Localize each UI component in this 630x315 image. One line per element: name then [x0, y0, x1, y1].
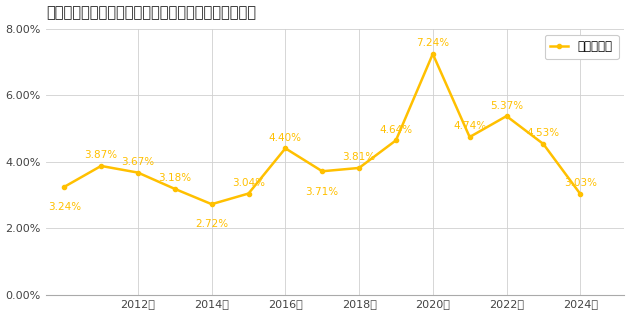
Text: 3.04%: 3.04% — [232, 178, 265, 188]
Legend: 配当利回り: 配当利回り — [544, 35, 619, 59]
配当利回り — [318, 169, 326, 173]
配当利回り — [355, 166, 363, 170]
Text: 3.18%: 3.18% — [158, 173, 192, 183]
配当利回り — [60, 185, 68, 189]
Text: 4.53%: 4.53% — [527, 129, 560, 139]
配当利回り — [466, 135, 473, 139]
Text: 7.24%: 7.24% — [416, 38, 449, 49]
Text: 3.67%: 3.67% — [122, 157, 154, 167]
配当利回り — [244, 192, 252, 195]
配当利回り — [392, 139, 399, 142]
Text: 5.37%: 5.37% — [490, 100, 523, 111]
配当利回り — [576, 192, 584, 196]
Text: 4.40%: 4.40% — [269, 133, 302, 143]
Text: 2.72%: 2.72% — [195, 220, 228, 229]
Text: 3.24%: 3.24% — [48, 202, 81, 212]
配当利回り — [282, 146, 289, 150]
Text: 3.71%: 3.71% — [306, 186, 339, 197]
Text: 3.87%: 3.87% — [84, 150, 118, 160]
配当利回り — [429, 52, 437, 56]
Text: 3.81%: 3.81% — [343, 152, 375, 163]
Text: 4.74%: 4.74% — [453, 122, 486, 131]
配当利回り — [539, 142, 547, 146]
配当利回り — [97, 164, 105, 168]
Text: 三井住友フィナンシャルグループの配当利回りの推移: 三井住友フィナンシャルグループの配当利回りの推移 — [46, 6, 256, 20]
配当利回り — [134, 171, 142, 175]
配当利回り — [503, 114, 510, 118]
Text: 3.03%: 3.03% — [564, 178, 597, 188]
配当利回り — [208, 202, 215, 206]
Line: 配当利回り: 配当利回り — [62, 52, 582, 206]
Text: 4.64%: 4.64% — [379, 125, 413, 135]
配当利回り — [171, 187, 178, 191]
